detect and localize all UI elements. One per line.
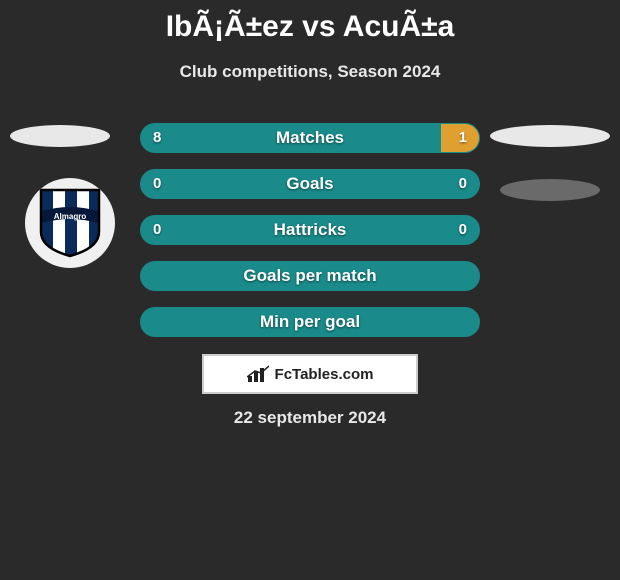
stat-row-goals-per-match: Goals per match	[140, 261, 480, 291]
club-shield-icon: Almagro	[37, 188, 103, 258]
stat-label: Goals	[141, 170, 479, 199]
stat-label: Goals per match	[141, 262, 479, 291]
page-subtitle: Club competitions, Season 2024	[0, 62, 620, 82]
stat-row-matches: 81Matches	[140, 123, 480, 153]
stat-label: Hattricks	[141, 216, 479, 245]
fctables-branding: FcTables.com	[202, 354, 418, 394]
stat-label: Min per goal	[141, 308, 479, 337]
left-player-pill	[10, 125, 110, 147]
stat-row-hattricks: 00Hattricks	[140, 215, 480, 245]
stat-row-min-per-goal: Min per goal	[140, 307, 480, 337]
svg-text:Almagro: Almagro	[54, 212, 87, 221]
right-player-pill	[490, 125, 610, 147]
bar-chart-icon	[247, 365, 269, 383]
stat-label: Matches	[141, 124, 479, 153]
club-badge-almagro: Almagro	[25, 178, 115, 268]
page-title: IbÃ¡Ã±ez vs AcuÃ±a	[0, 10, 620, 44]
comparison-infographic: IbÃ¡Ã±ez vs AcuÃ±a Club competitions, Se…	[0, 0, 620, 580]
fctables-label: FcTables.com	[275, 366, 374, 383]
snapshot-date: 22 september 2024	[0, 408, 620, 428]
stat-row-goals: 00Goals	[140, 169, 480, 199]
right-player-pill-secondary	[500, 179, 600, 201]
